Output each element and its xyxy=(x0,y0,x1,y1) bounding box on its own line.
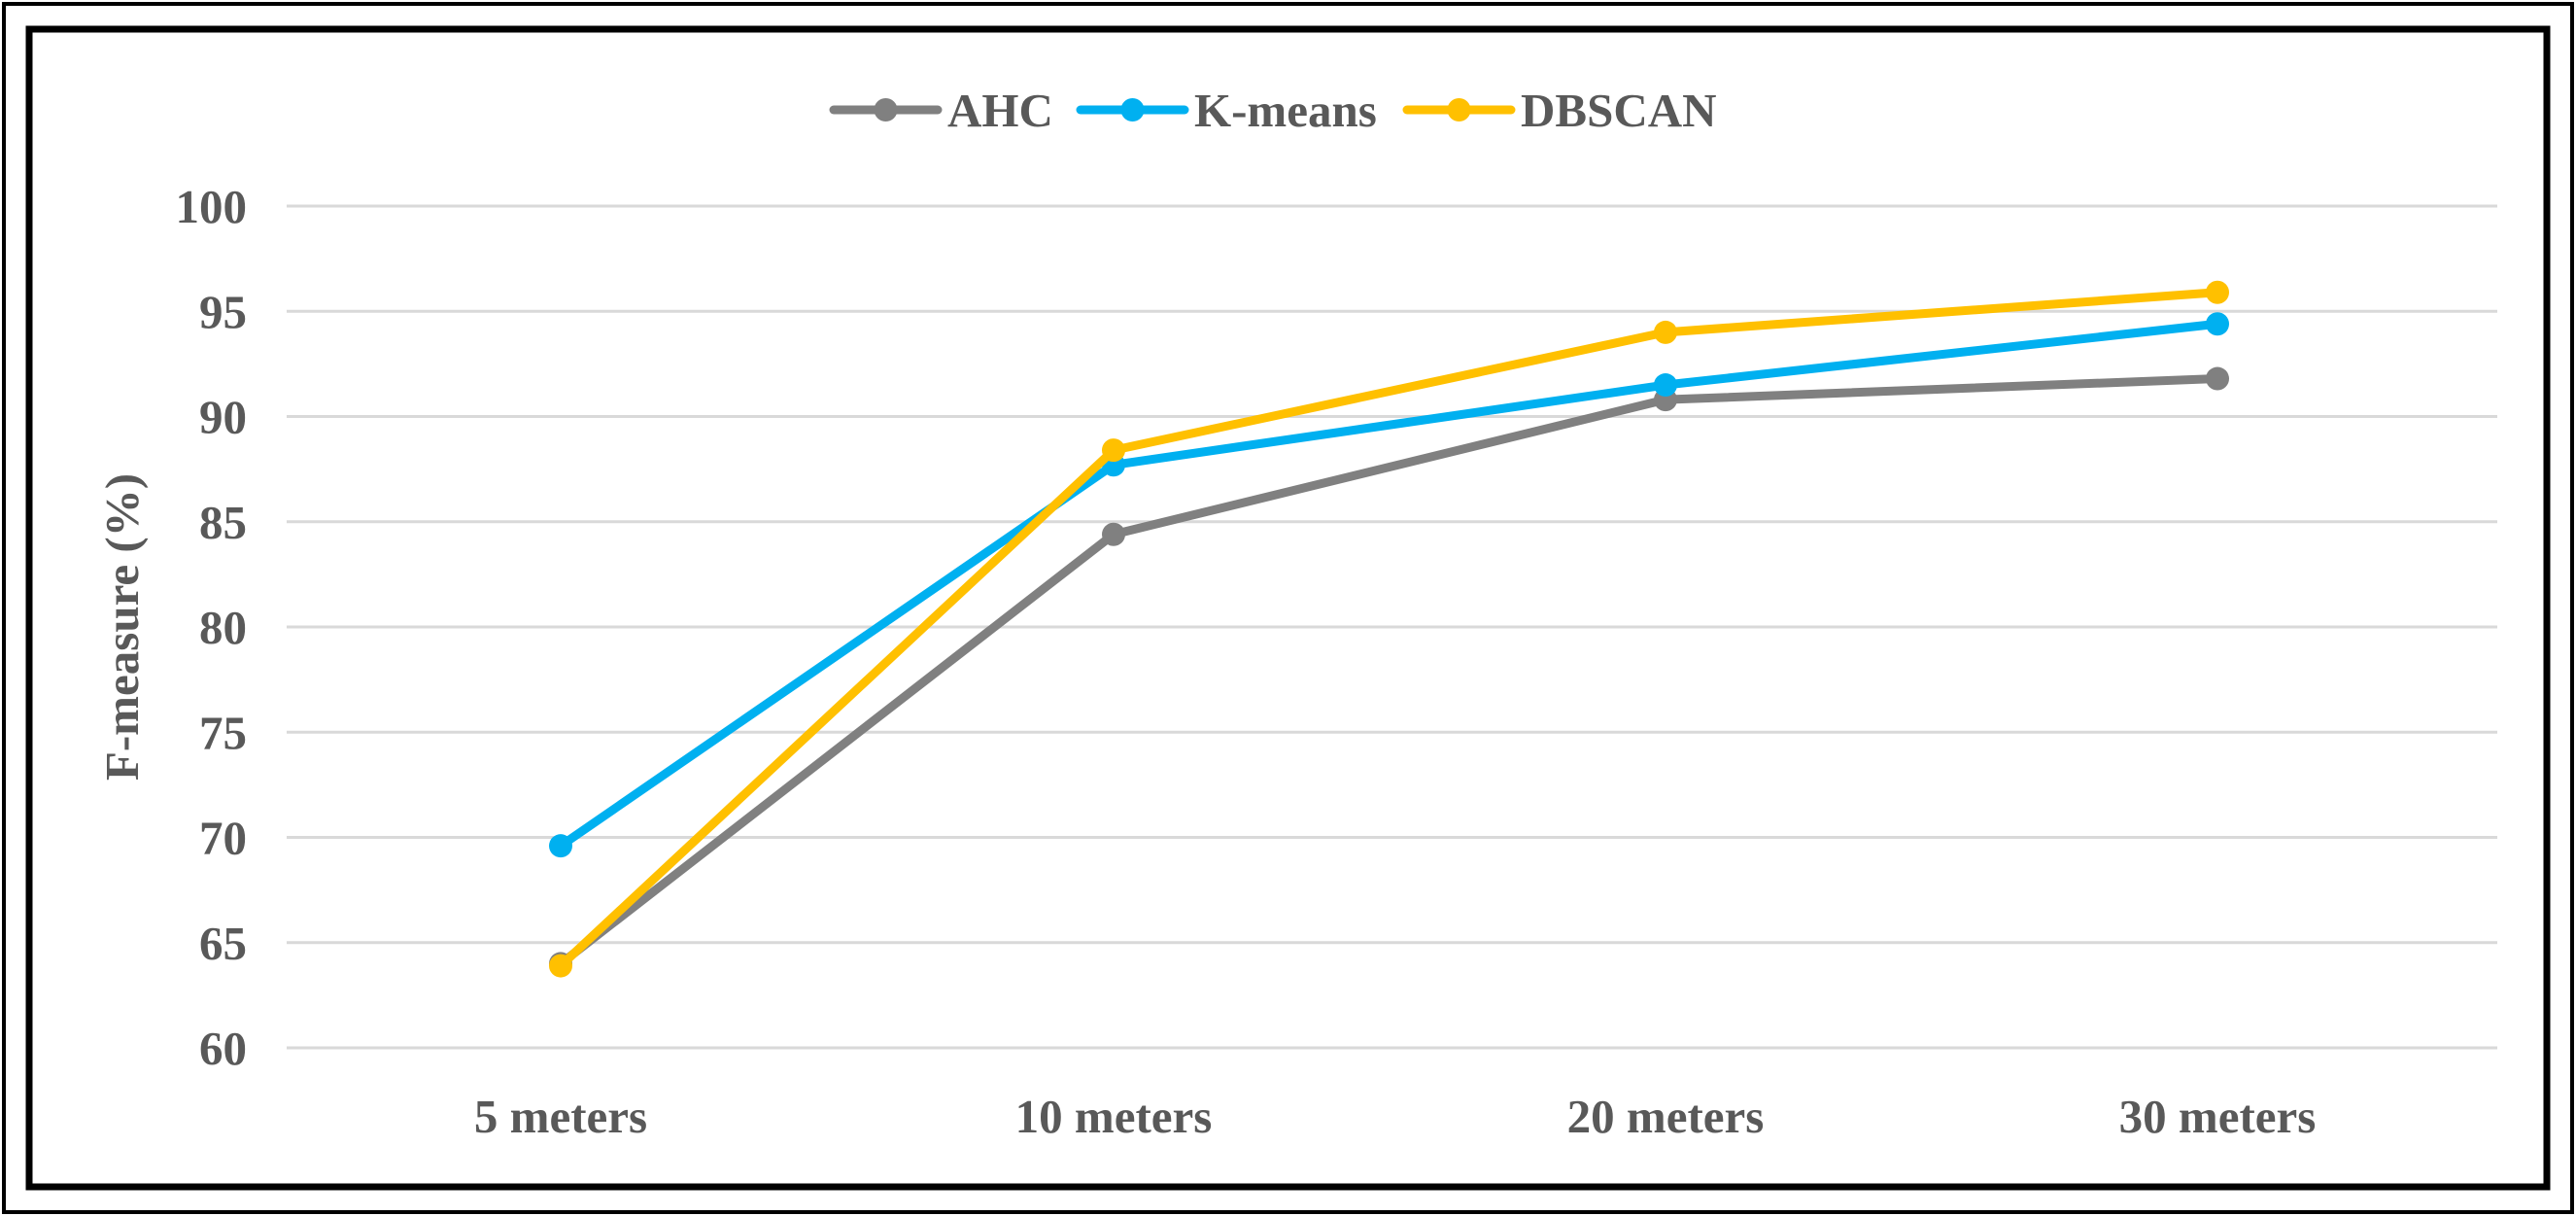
legend: AHC K-means DBSCAN xyxy=(829,84,1716,137)
x-tick-label: 5 meters xyxy=(474,1090,647,1143)
y-tick-label: 90 xyxy=(199,391,247,444)
series xyxy=(549,280,2229,978)
x-axis-ticks: 5 meters 10 meters 20 meters 30 meters xyxy=(474,1090,2316,1143)
y-axis-title: F-measure (%) xyxy=(95,473,149,781)
y-tick-label: 80 xyxy=(199,601,247,654)
data-point xyxy=(1654,320,1677,344)
legend-marker xyxy=(874,98,898,122)
series-line xyxy=(556,288,2222,971)
y-tick-label: 60 xyxy=(199,1022,247,1075)
gridlines xyxy=(287,204,2497,1050)
legend-item: K-means xyxy=(1076,84,1377,137)
y-tick-label: 95 xyxy=(199,285,247,338)
series-dbscan xyxy=(549,280,2229,978)
legend-label: DBSCAN xyxy=(1521,84,1716,137)
data-point xyxy=(2206,280,2229,304)
y-tick-label: 100 xyxy=(176,180,248,233)
legend-marker xyxy=(1447,98,1471,122)
data-point xyxy=(1102,522,1125,546)
data-point xyxy=(2206,312,2229,336)
y-tick-label: 85 xyxy=(199,496,247,549)
data-point xyxy=(549,954,572,978)
series-line xyxy=(556,374,2222,968)
y-tick-label: 65 xyxy=(199,917,247,970)
series-k-means xyxy=(549,312,2229,858)
data-point xyxy=(2206,366,2229,391)
data-point xyxy=(1654,373,1677,398)
legend-label: K-means xyxy=(1194,84,1377,137)
chart-frame-inner xyxy=(25,25,2551,1191)
legend-item: DBSCAN xyxy=(1402,84,1716,137)
y-tick-label: 70 xyxy=(199,812,247,865)
y-axis-ticks: 60 65 70 75 80 85 90 95 100 xyxy=(176,180,248,1075)
x-tick-label: 30 meters xyxy=(2119,1090,2317,1143)
legend-label: AHC xyxy=(947,84,1053,137)
series-line xyxy=(556,319,2222,851)
x-tick-label: 20 meters xyxy=(1567,1090,1765,1143)
legend-marker xyxy=(1120,98,1145,122)
data-point xyxy=(1102,438,1125,463)
data-point xyxy=(549,834,572,858)
y-tick-label: 75 xyxy=(199,706,247,759)
x-tick-label: 10 meters xyxy=(1015,1090,1213,1143)
legend-item: AHC xyxy=(829,84,1053,137)
